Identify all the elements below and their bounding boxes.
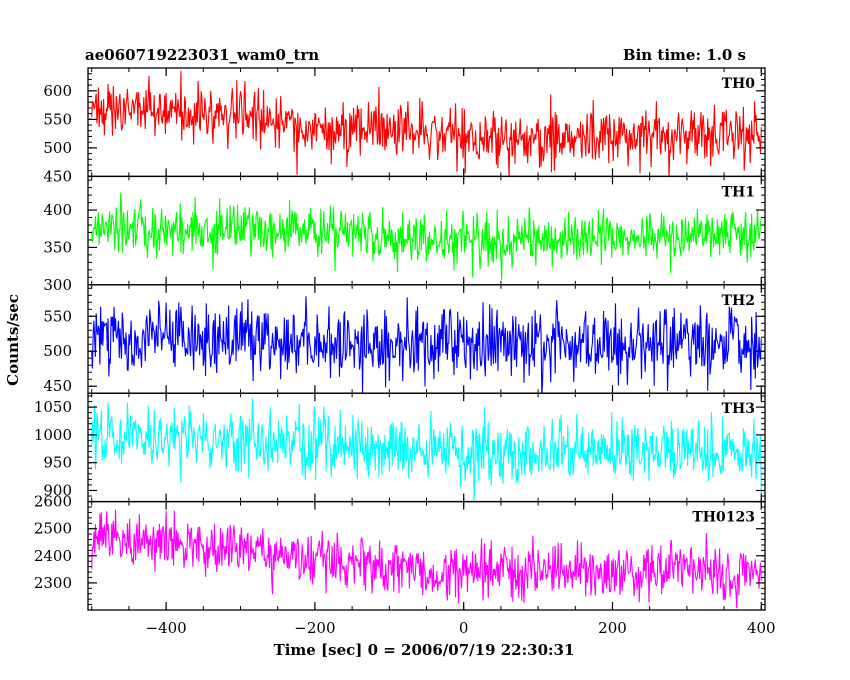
y-tick-label: 1050 <box>34 398 72 416</box>
y-tick-label: 2500 <box>34 520 72 538</box>
y-tick-label: 500 <box>43 342 72 360</box>
chart-title: ae060719223031_wam0_trn <box>85 46 319 64</box>
y-tick-label: 2600 <box>34 493 72 511</box>
panel-th0: 450 500 550 600 TH0 <box>43 67 766 185</box>
bin-time-label: Bin time: 1.0 s <box>623 46 746 64</box>
series-th3-line <box>91 398 762 502</box>
series-th1-line <box>91 192 762 280</box>
y-tick-label: 450 <box>43 167 72 185</box>
y-tick-label: 550 <box>43 307 72 325</box>
x-axis: −400 −200 0 200 400 <box>146 619 776 637</box>
y-tick-label: 300 <box>43 276 72 294</box>
panel-label-th2: TH2 <box>722 293 755 309</box>
x-tick-label: 200 <box>598 619 627 637</box>
y-tick-label: 900 <box>43 481 72 499</box>
y-tick-label: 1000 <box>34 426 72 444</box>
panel-label-th0: TH0 <box>722 76 756 92</box>
y-tick-label: 350 <box>43 238 72 256</box>
y-tick-label: 500 <box>43 139 72 157</box>
x-tick-label: 400 <box>747 619 776 637</box>
panel-th2: 450 500 550 TH2 <box>43 284 766 395</box>
y-tick-label: 400 <box>43 201 72 219</box>
panel-th1: 300 350 400 TH1 <box>43 175 766 294</box>
y-axis-label: Counts/sec <box>4 294 22 386</box>
x-tick-label: −400 <box>146 619 187 637</box>
panel-th0123: 2300 2400 2500 2600 TH0123 <box>34 493 766 611</box>
series-th0123-line <box>91 509 762 609</box>
y-tick-label: 2400 <box>34 547 72 565</box>
panel-th3: 900 950 1000 1050 TH3 <box>34 392 766 503</box>
y-tick-label: 450 <box>43 377 72 395</box>
panel-label-th1: TH1 <box>722 184 755 200</box>
series-th0-line <box>91 70 762 177</box>
panel-frame <box>87 500 766 611</box>
y-tick-label: 550 <box>43 110 72 128</box>
series-th2-line <box>91 296 762 394</box>
x-tick-label: −200 <box>294 619 335 637</box>
panels-group: 450 500 550 600 TH0 300 350 400 TH1 450 500 550 TH2 9… <box>34 67 766 611</box>
panel-label-th0123: TH0123 <box>692 510 755 526</box>
x-tick-label: 0 <box>459 619 469 637</box>
panel-label-th3: TH3 <box>722 401 755 417</box>
y-tick-label: 2300 <box>34 574 72 592</box>
y-tick-label: 600 <box>43 82 72 100</box>
y-tick-label: 950 <box>43 454 72 472</box>
x-axis-label: Time [sec] 0 = 2006/07/19 22:30:31 <box>274 641 575 659</box>
